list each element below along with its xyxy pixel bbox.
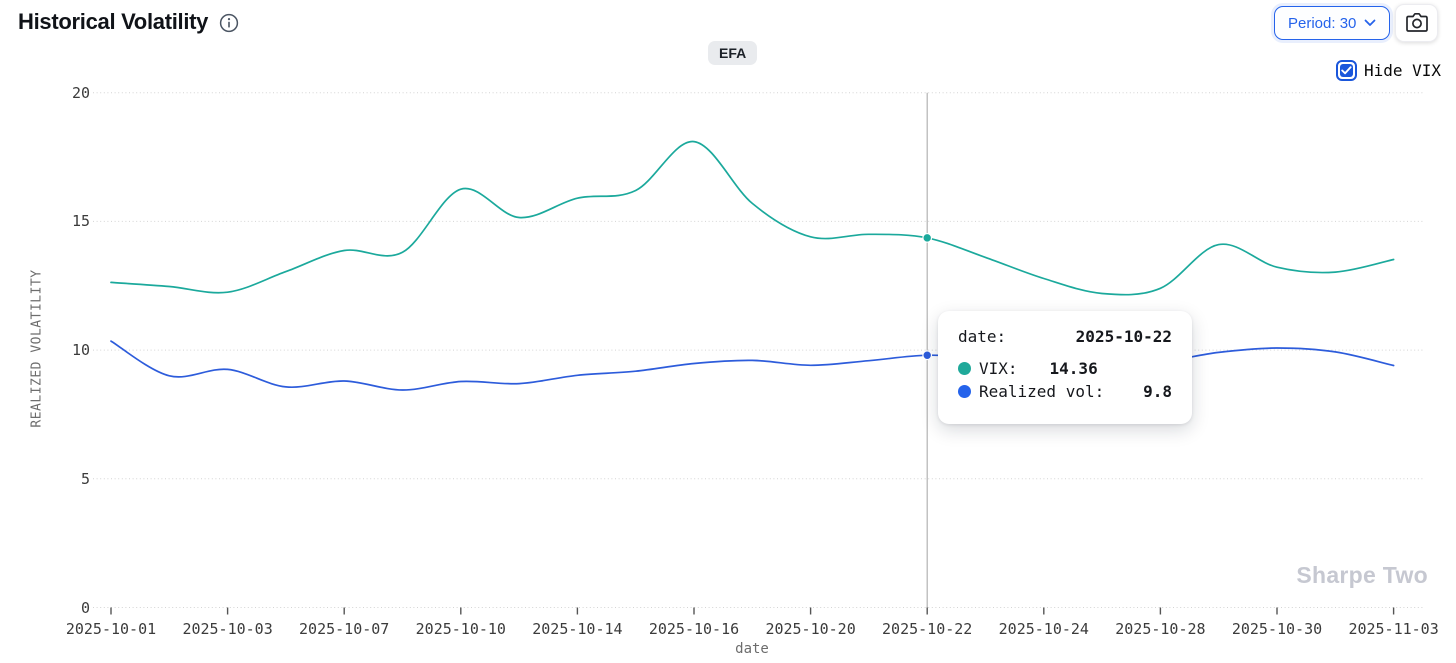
tooltip-series-name: VIX: (979, 359, 1018, 378)
x-tick-label: 2025-10-30 (1231, 620, 1323, 638)
hide-vix-label: Hide VIX (1364, 61, 1442, 80)
x-tick-label: 2025-10-20 (765, 620, 856, 638)
checkmark-icon (1340, 64, 1353, 77)
chart-tooltip: date: 2025-10-22 VIX: 14.36 Realized vol: 9… (938, 311, 1192, 424)
x-tick-label: 2025-10-22 (882, 620, 973, 638)
hide-vix-control: Hide VIX (1336, 60, 1441, 81)
page-title: Historical Volatility (18, 9, 209, 34)
y-tick-label-20: 20 (71, 83, 90, 102)
marker-realized-vol[interactable] (922, 350, 933, 361)
y-axis-title: REALIZED VOLATILITY (29, 269, 45, 428)
y-tick-label-0: 0 (80, 598, 90, 617)
series-dot-icon (958, 385, 971, 398)
period-dropdown-label: Period: 30 (1288, 14, 1357, 32)
x-tick-label: 2025-10-24 (998, 620, 1089, 638)
line-vix (110, 140, 1395, 296)
tooltip-row-vix: VIX: 14.36 (958, 359, 1172, 378)
period-dropdown[interactable]: Period: 30 (1274, 6, 1391, 40)
x-tick-label: 2025-11-03 (1348, 620, 1439, 638)
tooltip-date-label: date: (958, 327, 1007, 346)
series-dot-icon (958, 362, 971, 375)
x-tick-label: 2025-10-03 (182, 620, 273, 638)
line-realized-vol (110, 340, 1395, 391)
tooltip-series-value: 9.8 (1143, 382, 1172, 401)
x-tick-label: 2025-10-16 (648, 620, 740, 638)
chevron-down-icon (1364, 19, 1376, 27)
tooltip-row-realized-vol: Realized vol: 9.8 (958, 382, 1172, 401)
y-tick-label-15: 15 (71, 212, 90, 231)
tooltip-date-value: 2025-10-22 (1075, 327, 1172, 346)
tooltip-series-value: 14.36 (1049, 359, 1098, 378)
marker-vix[interactable] (922, 232, 933, 243)
symbol-badge: EFA (708, 41, 758, 65)
x-axis-title: date (735, 641, 769, 657)
x-tick-label: 2025-10-14 (532, 620, 623, 638)
x-tick-label: 2025-10-28 (1115, 620, 1206, 638)
x-tick-label: 2025-10-07 (299, 620, 390, 638)
watermark: Sharpe Two (1296, 562, 1428, 588)
info-icon[interactable] (219, 13, 239, 33)
x-tick-label: 2025-10-10 (415, 620, 506, 638)
tooltip-date-row: date: 2025-10-22 (958, 327, 1172, 346)
hide-vix-checkbox[interactable] (1336, 60, 1357, 81)
x-tick-label: 2025-10-01 (65, 620, 157, 638)
y-tick-label-10: 10 (71, 341, 90, 360)
y-tick-label-5: 5 (80, 469, 90, 488)
camera-icon (1405, 13, 1429, 33)
screenshot-button[interactable] (1395, 4, 1438, 42)
tooltip-series-name: Realized vol: (979, 382, 1105, 401)
